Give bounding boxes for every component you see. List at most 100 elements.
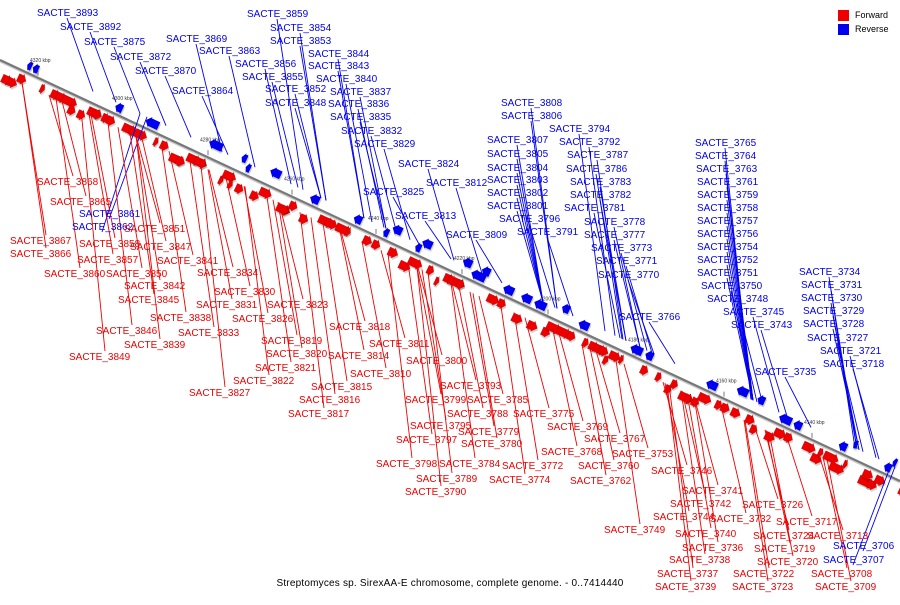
gene-label-sacte-3746[interactable]: SACTE_3746 [651,466,713,477]
gene-label-sacte-3748[interactable]: SACTE_3748 [707,294,769,305]
gene-label-sacte-3762[interactable]: SACTE_3762 [570,476,632,487]
gene-label-sacte-3819[interactable]: SACTE_3819 [261,336,323,347]
gene-label-sacte-3806[interactable]: SACTE_3806 [501,111,563,122]
gene-label-sacte-3723[interactable]: SACTE_3723 [732,582,794,593]
gene-label-sacte-3739[interactable]: SACTE_3739 [655,582,717,593]
gene-label-sacte-3857[interactable]: SACTE_3857 [77,255,139,266]
gene-label-sacte-3864[interactable]: SACTE_3864 [172,86,234,97]
gene-label-sacte-3730[interactable]: SACTE_3730 [801,293,863,304]
gene-label-sacte-3893[interactable]: SACTE_3893 [37,8,99,19]
gene-label-sacte-3778[interactable]: SACTE_3778 [584,217,646,228]
gene-label-sacte-3812[interactable]: SACTE_3812 [426,178,488,189]
gene-label-sacte-3788[interactable]: SACTE_3788 [447,409,509,420]
gene-label-sacte-3782[interactable]: SACTE_3782 [570,190,632,201]
gene-label-sacte-3790[interactable]: SACTE_3790 [405,487,467,498]
gene-label-sacte-3858[interactable]: SACTE_3858 [79,239,141,250]
gene-label-sacte-3729[interactable]: SACTE_3729 [803,306,865,317]
gene-label-sacte-3758[interactable]: SACTE_3758 [697,203,759,214]
gene-label-sacte-3839[interactable]: SACTE_3839 [124,340,186,351]
gene-label-sacte-3809[interactable]: SACTE_3809 [446,230,508,241]
gene-label-sacte-3713[interactable]: SACTE_3713 [807,531,869,542]
gene-label-sacte-3832[interactable]: SACTE_3832 [341,126,403,137]
gene-label-sacte-3781[interactable]: SACTE_3781 [564,203,626,214]
gene-label-sacte-3707[interactable]: SACTE_3707 [823,555,885,566]
gene-label-sacte-3813[interactable]: SACTE_3813 [395,211,457,222]
gene-label-sacte-3800[interactable]: SACTE_3800 [406,356,468,367]
gene-label-sacte-3741[interactable]: SACTE_3741 [682,486,744,497]
gene-label-sacte-3734[interactable]: SACTE_3734 [799,267,861,278]
gene-label-sacte-3796[interactable]: SACTE_3796 [499,214,561,225]
gene-label-sacte-3837[interactable]: SACTE_3837 [330,87,392,98]
gene-label-sacte-3814[interactable]: SACTE_3814 [328,351,390,362]
gene-label-sacte-3769[interactable]: SACTE_3769 [547,422,609,433]
gene-label-sacte-3869[interactable]: SACTE_3869 [166,34,228,45]
gene-label-sacte-3825[interactable]: SACTE_3825 [363,187,425,198]
gene-label-sacte-3752[interactable]: SACTE_3752 [697,255,759,266]
gene-label-sacte-3728[interactable]: SACTE_3728 [803,319,865,330]
gene-label-sacte-3742[interactable]: SACTE_3742 [670,499,732,510]
gene-label-sacte-3706[interactable]: SACTE_3706 [833,541,895,552]
gene-label-sacte-3745[interactable]: SACTE_3745 [723,307,785,318]
gene-label-sacte-3789[interactable]: SACTE_3789 [416,474,478,485]
gene-label-sacte-3759[interactable]: SACTE_3759 [697,190,759,201]
gene-label-sacte-3794[interactable]: SACTE_3794 [549,124,611,135]
gene-label-sacte-3823[interactable]: SACTE_3823 [267,300,329,311]
gene-label-sacte-3787[interactable]: SACTE_3787 [567,150,629,161]
gene-label-sacte-3811[interactable]: SACTE_3811 [369,339,430,350]
gene-label-sacte-3810[interactable]: SACTE_3810 [350,369,412,380]
gene-label-sacte-3795[interactable]: SACTE_3795 [410,421,472,432]
gene-label-sacte-3826[interactable]: SACTE_3826 [232,314,294,325]
gene-label-sacte-3821[interactable]: SACTE_3821 [255,363,317,374]
gene-label-sacte-3817[interactable]: SACTE_3817 [288,409,350,420]
gene-label-sacte-3718[interactable]: SACTE_3718 [823,359,885,370]
gene-label-sacte-3777[interactable]: SACTE_3777 [584,230,646,241]
gene-label-sacte-3855[interactable]: SACTE_3855 [242,72,304,83]
gene-label-sacte-3760[interactable]: SACTE_3760 [578,461,640,472]
gene-label-sacte-3868[interactable]: SACTE_3868 [37,177,99,188]
gene-label-sacte-3766[interactable]: SACTE_3766 [619,312,681,323]
gene-label-sacte-3771[interactable]: SACTE_3771 [596,256,658,267]
gene-label-sacte-3824[interactable]: SACTE_3824 [398,159,460,170]
gene-label-sacte-3726[interactable]: SACTE_3726 [742,500,804,511]
gene-label-sacte-3836[interactable]: SACTE_3836 [328,99,390,110]
gene-label-sacte-3840[interactable]: SACTE_3840 [316,74,378,85]
gene-label-sacte-3792[interactable]: SACTE_3792 [559,137,621,148]
gene-label-sacte-3765[interactable]: SACTE_3765 [695,138,757,149]
gene-label-sacte-3791[interactable]: SACTE_3791 [517,227,579,238]
gene-label-sacte-3757[interactable]: SACTE_3757 [697,216,759,227]
gene-label-sacte-3799[interactable]: SACTE_3799 [405,395,467,406]
gene-label-sacte-3767[interactable]: SACTE_3767 [584,434,646,445]
gene-label-sacte-3709[interactable]: SACTE_3709 [815,582,877,593]
gene-label-sacte-3736[interactable]: SACTE_3736 [682,543,744,554]
gene-label-sacte-3818[interactable]: SACTE_3818 [329,322,391,333]
gene-label-sacte-3829[interactable]: SACTE_3829 [354,139,416,150]
gene-label-sacte-3720[interactable]: SACTE_3720 [757,557,819,568]
gene-label-sacte-3803[interactable]: SACTE_3803 [487,175,549,186]
gene-label-sacte-3848[interactable]: SACTE_3848 [265,98,327,109]
gene-label-sacte-3780[interactable]: SACTE_3780 [461,439,523,450]
gene-label-sacte-3744[interactable]: SACTE_3744 [653,512,715,523]
gene-label-sacte-3815[interactable]: SACTE_3815 [311,382,373,393]
gene-label-sacte-3827[interactable]: SACTE_3827 [189,388,251,399]
gene-label-sacte-3833[interactable]: SACTE_3833 [178,328,240,339]
gene-label-sacte-3756[interactable]: SACTE_3756 [697,229,759,240]
gene-label-sacte-3863[interactable]: SACTE_3863 [199,46,261,57]
gene-label-sacte-3764[interactable]: SACTE_3764 [695,151,757,162]
gene-label-sacte-3770[interactable]: SACTE_3770 [598,270,660,281]
gene-label-sacte-3854[interactable]: SACTE_3854 [270,23,332,34]
gene-label-sacte-3773[interactable]: SACTE_3773 [591,243,653,254]
gene-label-sacte-3847[interactable]: SACTE_3847 [130,242,192,253]
gene-label-sacte-3753[interactable]: SACTE_3753 [612,449,674,460]
gene-label-sacte-3822[interactable]: SACTE_3822 [233,376,295,387]
gene-label-sacte-3797[interactable]: SACTE_3797 [396,435,458,446]
gene-label-sacte-3724[interactable]: SACTE_3724 [753,531,815,542]
gene-label-sacte-3870[interactable]: SACTE_3870 [135,66,197,77]
gene-label-sacte-3849[interactable]: SACTE_3849 [69,352,131,363]
gene-label-sacte-3865[interactable]: SACTE_3865 [50,197,112,208]
gene-label-sacte-3860[interactable]: SACTE_3860 [44,269,106,280]
gene-label-sacte-3768[interactable]: SACTE_3768 [541,447,603,458]
gene-label-sacte-3844[interactable]: SACTE_3844 [308,49,370,60]
gene-label-sacte-3853[interactable]: SACTE_3853 [270,36,332,47]
gene-label-sacte-3841[interactable]: SACTE_3841 [157,256,219,267]
gene-label-sacte-3738[interactable]: SACTE_3738 [669,555,731,566]
